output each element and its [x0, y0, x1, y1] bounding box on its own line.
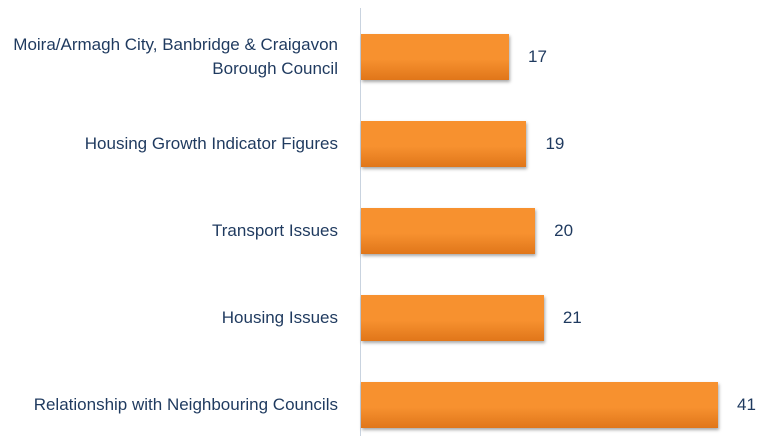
bar [361, 208, 536, 254]
bar [361, 121, 527, 168]
axis-line [360, 8, 361, 436]
value-label: 41 [737, 394, 756, 414]
value-label: 17 [528, 47, 547, 67]
value-label: 20 [554, 221, 574, 240]
value-label: 21 [562, 307, 582, 327]
value-label: 19 [545, 134, 565, 154]
bar [361, 294, 544, 341]
bar [361, 34, 510, 81]
category-label: Relationship with Neighbouring Councils [33, 394, 338, 414]
category-label: Housing Growth Indicator Figures [84, 134, 338, 154]
category-label: Transport Issues [212, 221, 338, 240]
category-label: Moira/Armagh City, Banbridge & Craigavon… [13, 35, 338, 79]
category-label: Housing Issues [221, 307, 338, 327]
bar [361, 381, 718, 428]
